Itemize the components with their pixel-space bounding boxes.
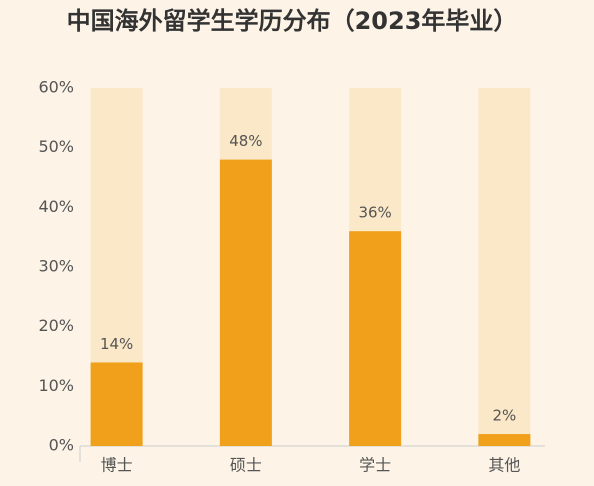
y-tick-label: 30%: [38, 257, 74, 276]
y-tick-label: 0%: [49, 436, 74, 455]
y-tick-label: 10%: [38, 376, 74, 395]
bar: [478, 434, 531, 446]
value-label: 14%: [100, 335, 133, 353]
y-tick-label: 20%: [38, 316, 74, 335]
bar: [90, 362, 143, 446]
bar-track: [478, 88, 531, 446]
y-tick-label: 60%: [38, 78, 74, 97]
value-label: 2%: [492, 407, 516, 425]
x-tick-label: 其他: [488, 456, 520, 475]
x-tick-label: 硕士: [230, 456, 262, 475]
y-tick-label: 50%: [38, 137, 74, 156]
chart-title: 中国海外留学生学历分布（2023年毕业）: [67, 7, 518, 35]
y-tick-label: 40%: [38, 197, 74, 216]
value-label: 48%: [229, 132, 262, 150]
x-tick-label: 学士: [359, 456, 391, 475]
bar: [349, 231, 402, 446]
bar: [219, 159, 272, 446]
x-tick-label: 博士: [101, 456, 133, 475]
value-label: 36%: [358, 204, 391, 222]
